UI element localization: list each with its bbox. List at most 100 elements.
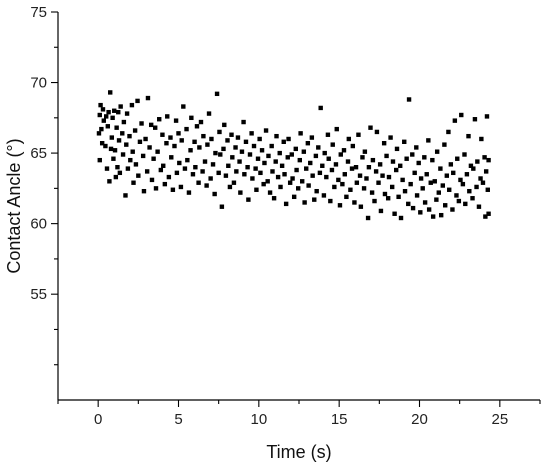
data-point xyxy=(394,146,400,152)
data-point xyxy=(129,102,135,108)
data-point xyxy=(124,111,130,116)
data-point xyxy=(246,197,251,202)
data-point xyxy=(168,135,173,140)
data-point xyxy=(157,117,162,122)
data-point xyxy=(235,135,241,140)
data-point xyxy=(475,159,480,164)
data-point xyxy=(426,138,431,143)
data-point xyxy=(241,119,246,125)
data-point xyxy=(398,215,404,221)
data-point xyxy=(314,188,319,194)
data-point xyxy=(255,156,261,161)
data-point xyxy=(318,105,323,111)
data-point xyxy=(251,143,257,149)
data-point xyxy=(442,142,447,147)
data-point xyxy=(221,146,226,152)
data-point xyxy=(354,180,360,185)
data-point xyxy=(247,152,253,157)
data-points xyxy=(96,90,491,221)
data-point xyxy=(245,165,250,170)
data-point xyxy=(436,190,441,195)
data-point xyxy=(459,112,464,118)
data-point xyxy=(106,109,111,115)
data-point xyxy=(97,157,102,163)
data-point xyxy=(462,152,467,157)
data-point xyxy=(273,159,278,164)
data-point xyxy=(182,166,188,171)
data-point xyxy=(338,152,343,157)
data-point xyxy=(384,153,389,159)
data-point xyxy=(471,166,476,171)
data-point xyxy=(418,210,423,215)
data-point xyxy=(257,136,262,142)
data-point xyxy=(480,180,486,185)
data-point xyxy=(358,204,364,209)
data-point xyxy=(476,204,482,209)
data-point xyxy=(297,157,302,163)
y-tick-label: 65 xyxy=(30,145,47,162)
data-point xyxy=(249,131,254,136)
data-point xyxy=(456,198,462,204)
data-point xyxy=(178,184,184,190)
data-point xyxy=(158,167,164,173)
data-point xyxy=(118,104,123,109)
data-point xyxy=(282,172,287,177)
data-point xyxy=(309,135,315,140)
data-point xyxy=(140,153,146,159)
data-point xyxy=(127,133,132,139)
data-point xyxy=(279,163,285,168)
data-point xyxy=(349,166,355,171)
data-point xyxy=(135,98,140,104)
data-point xyxy=(291,194,297,200)
x-tick-label: 15 xyxy=(331,411,348,428)
y-ticks: 55 60 65 70 75 xyxy=(30,4,58,366)
data-point xyxy=(340,181,345,187)
data-point xyxy=(468,163,474,168)
data-point xyxy=(208,176,213,181)
data-point xyxy=(322,150,327,156)
data-point xyxy=(483,169,489,174)
data-point xyxy=(414,145,419,150)
data-point xyxy=(107,179,112,184)
data-point xyxy=(160,132,165,137)
data-point xyxy=(294,167,299,173)
data-point xyxy=(98,102,103,108)
data-point xyxy=(223,173,229,178)
data-point xyxy=(283,201,289,207)
data-point xyxy=(434,149,440,154)
data-point xyxy=(120,152,126,157)
data-point xyxy=(290,176,295,181)
data-point xyxy=(217,129,222,135)
data-point xyxy=(305,141,311,146)
data-point xyxy=(374,129,380,135)
data-point xyxy=(254,187,259,192)
data-point xyxy=(337,203,343,208)
data-point xyxy=(392,211,397,216)
data-point xyxy=(128,157,133,163)
data-point xyxy=(121,119,127,125)
data-point xyxy=(243,139,249,144)
data-point xyxy=(432,179,437,184)
data-point xyxy=(277,150,282,156)
data-point xyxy=(443,203,448,208)
data-point xyxy=(410,205,416,211)
data-point xyxy=(133,162,139,167)
data-point xyxy=(188,148,193,153)
data-point xyxy=(455,156,460,161)
data-point xyxy=(483,214,488,219)
data-point xyxy=(377,162,383,167)
y-tick-label: 55 xyxy=(30,286,47,303)
data-point xyxy=(390,159,396,164)
data-point xyxy=(112,108,117,113)
data-point xyxy=(328,198,333,204)
data-point xyxy=(209,136,214,142)
data-point xyxy=(464,172,470,177)
data-point xyxy=(325,132,331,137)
data-point xyxy=(402,188,408,194)
data-point xyxy=(161,163,166,168)
data-point xyxy=(287,180,293,185)
data-point xyxy=(212,191,217,197)
data-point xyxy=(105,124,111,129)
data-point xyxy=(361,186,367,191)
data-point xyxy=(169,155,174,160)
